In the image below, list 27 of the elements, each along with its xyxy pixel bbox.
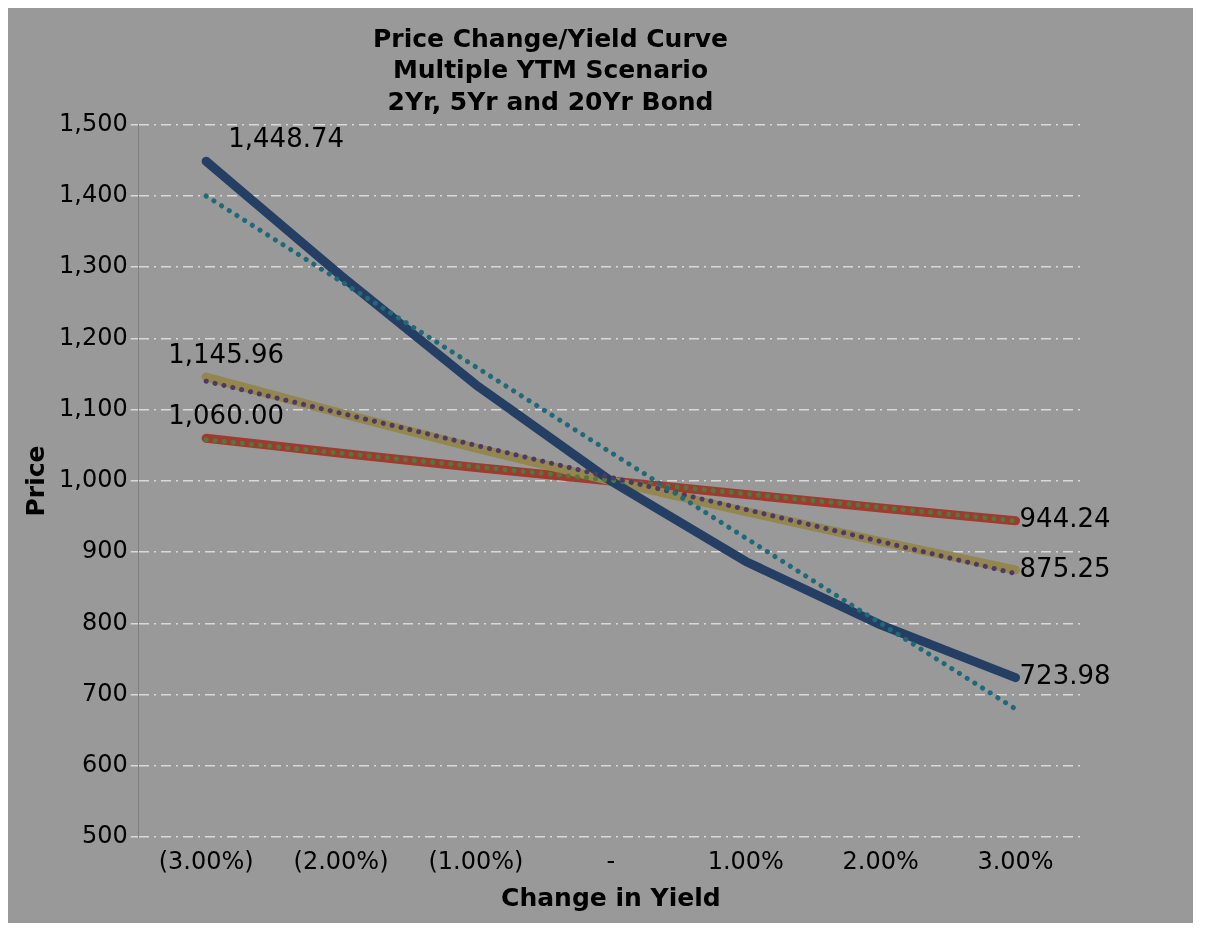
y-tick-label: 1,100 — [58, 393, 128, 422]
x-tick-label: 2.00% — [842, 846, 919, 875]
y-tick-label: 1,000 — [58, 465, 128, 494]
x-tick-label: 3.00% — [977, 846, 1054, 875]
y-tick-label: 1,300 — [58, 251, 128, 280]
x-tick-label: 1.00% — [707, 846, 784, 875]
data-label: 875.25 — [1019, 552, 1111, 583]
y-tick-label: 800 — [81, 607, 128, 636]
y-tick-label: 900 — [81, 536, 128, 565]
y-tick-label: 1,500 — [58, 108, 128, 137]
data-label: 723.98 — [1019, 660, 1111, 691]
data-label: 944.24 — [1019, 503, 1111, 534]
data-label: 1,448.74 — [228, 123, 345, 154]
y-tick-label: 1,200 — [58, 322, 128, 351]
x-tick-label: (2.00%) — [293, 846, 389, 875]
x-tick-label: (1.00%) — [428, 846, 524, 875]
y-axis-title: Price — [20, 445, 50, 517]
y-tick-label: 600 — [81, 750, 128, 779]
y-tick-label: 700 — [81, 678, 128, 707]
data-label: 1,060.00 — [168, 399, 285, 430]
chart-title: Price Change/Yield Curve Multiple YTM Scenario 2Yr, 5Yr and 20Yr Bond — [372, 24, 729, 116]
y-tick-label: 1,400 — [58, 180, 128, 209]
x-tick-label: (3.00%) — [158, 846, 254, 875]
x-tick-label: - — [606, 846, 616, 875]
data-label: 1,145.96 — [168, 338, 285, 369]
x-axis-title: Change in Yield — [501, 882, 721, 912]
y-tick-label: 500 — [81, 821, 128, 850]
